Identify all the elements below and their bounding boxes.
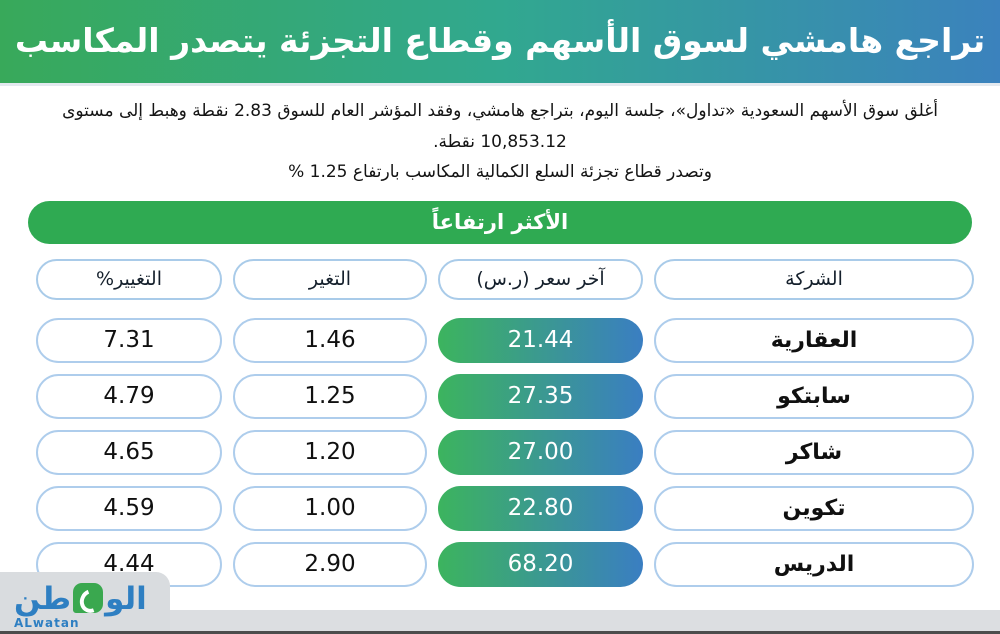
table-row: شاكر 27.00 1.20 4.65: [26, 429, 974, 475]
change-value: 1.25: [233, 373, 427, 419]
summary-text: أغلق سوق الأسهم السعودية «تداول»، جلسة ا…: [0, 86, 1000, 188]
logo-text-left: طن: [14, 580, 72, 617]
speech-bubble-icon: [73, 583, 104, 613]
header-change: التغير: [233, 258, 427, 300]
company-name: العقارية: [654, 317, 974, 363]
last-price-value: 21.44: [438, 317, 643, 363]
summary-line-1: أغلق سوق الأسهم السعودية «تداول»، جلسة ا…: [62, 101, 938, 152]
section-banner-label: الأكثر ارتفاعاً: [431, 210, 569, 235]
company-name: سابتكو: [654, 373, 974, 419]
logo-text-right: الو: [105, 580, 147, 617]
title-banner: تراجع هامشي لسوق الأسهم وقطاع التجزئة يت…: [0, 0, 1000, 86]
change-value: 1.00: [233, 485, 427, 531]
top-gainers-table: الشركة آخر سعر (ر.س) التغير التغيير% الع…: [26, 258, 974, 587]
change-pct-value: 7.31: [36, 317, 222, 363]
table-row: العقارية 21.44 1.46 7.31: [26, 317, 974, 363]
summary-line-2: وتصدر قطاع تجزئة السلع الكمالية المكاسب …: [288, 162, 712, 183]
last-price-value: 22.80: [438, 485, 643, 531]
alwatan-logo-latin: ALwatan: [14, 616, 80, 630]
section-banner-top-gainers: الأكثر ارتفاعاً: [28, 200, 972, 244]
last-price-value: 27.00: [438, 429, 643, 475]
change-value: 2.90: [233, 541, 427, 587]
alwatan-logo: الو طن ALwatan: [14, 583, 147, 630]
company-name: الدريس: [654, 541, 974, 587]
last-price-value: 27.35: [438, 373, 643, 419]
change-pct-value: 4.65: [36, 429, 222, 475]
footer-divider: [0, 631, 1000, 634]
company-name: تكوين: [654, 485, 974, 531]
page-title: تراجع هامشي لسوق الأسهم وقطاع التجزئة يت…: [14, 21, 986, 61]
change-value: 1.46: [233, 317, 427, 363]
header-company: الشركة: [654, 258, 974, 300]
header-last-price: آخر سعر (ر.س): [438, 258, 643, 300]
change-pct-value: 4.79: [36, 373, 222, 419]
header-change-pct: التغيير%: [36, 258, 222, 300]
change-pct-value: 4.59: [36, 485, 222, 531]
alwatan-logo-arabic: الو طن: [14, 583, 147, 615]
change-value: 1.20: [233, 429, 427, 475]
last-price-value: 68.20: [438, 541, 643, 587]
company-name: شاكر: [654, 429, 974, 475]
table-row: سابتكو 27.35 1.25 4.79: [26, 373, 974, 419]
table-row: تكوين 22.80 1.00 4.59: [26, 485, 974, 531]
table-header-row: الشركة آخر سعر (ر.س) التغير التغيير%: [26, 258, 974, 300]
footer-bar: [0, 610, 1000, 631]
